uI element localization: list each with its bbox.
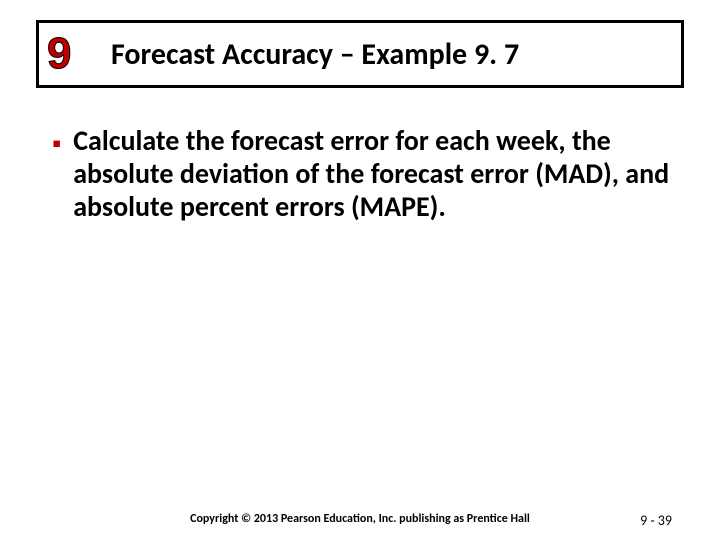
bullet-marker-icon: ▪: [52, 128, 61, 159]
chapter-number: 9: [47, 29, 70, 78]
copyright-text: Copyright © 2013 Pearson Education, Inc.…: [0, 512, 720, 526]
body-content: ▪ Calculate the forecast error for each …: [52, 124, 672, 223]
bullet-item: ▪ Calculate the forecast error for each …: [52, 124, 672, 223]
chapter-badge: 9: [37, 29, 97, 79]
title-box: 9 Forecast Accuracy – Example 9. 7: [36, 20, 684, 88]
page-number: 9 - 39: [640, 512, 672, 529]
slide-title: Forecast Accuracy – Example 9. 7: [111, 38, 519, 71]
bullet-text: Calculate the forecast error for each we…: [73, 124, 672, 223]
slide: 9 Forecast Accuracy – Example 9. 7 ▪ Cal…: [0, 0, 720, 540]
